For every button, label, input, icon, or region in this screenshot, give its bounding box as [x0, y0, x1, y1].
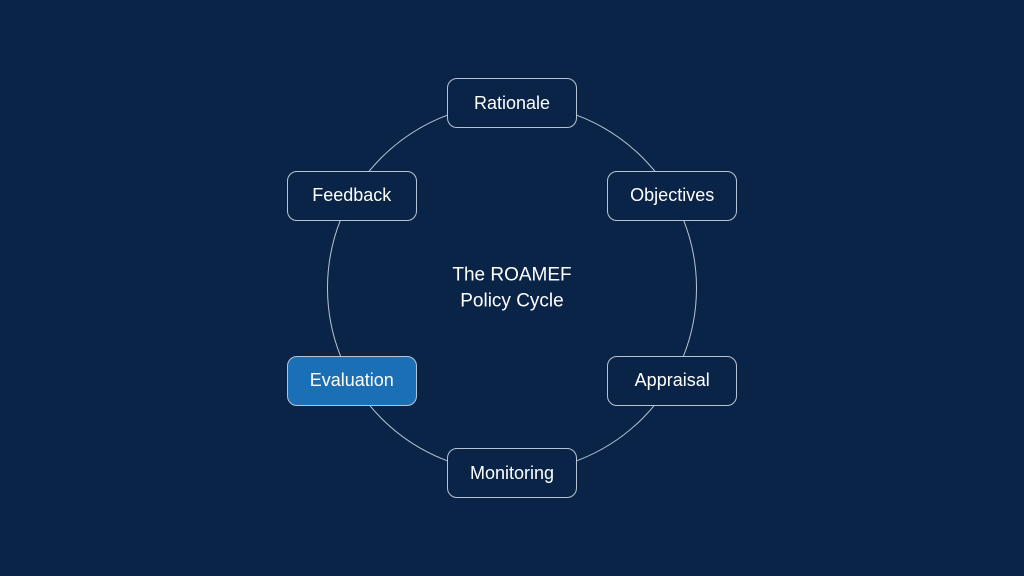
center-title: The ROAMEF Policy Cycle [452, 262, 571, 313]
cycle-node-objectives: Objectives [607, 171, 737, 221]
cycle-node-evaluation: Evaluation [287, 356, 417, 406]
cycle-node-appraisal: Appraisal [607, 356, 737, 406]
cycle-node-monitoring: Monitoring [447, 448, 577, 498]
cycle-node-rationale: Rationale [447, 78, 577, 128]
diagram-canvas: The ROAMEF Policy Cycle Rationale Objecti… [0, 0, 1024, 576]
cycle-node-feedback: Feedback [287, 171, 417, 221]
